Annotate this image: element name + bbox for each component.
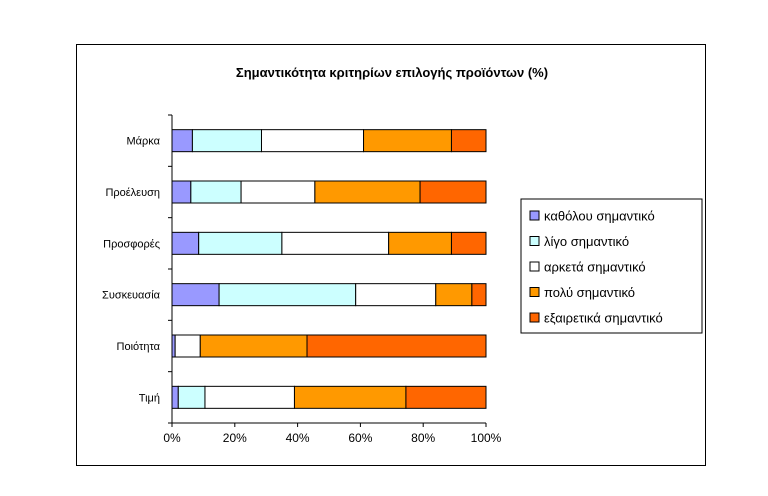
x-tick-label: 40% bbox=[286, 431, 310, 445]
category-label: Μάρκα bbox=[126, 136, 160, 148]
legend-box bbox=[520, 198, 703, 334]
chart-area: Σημαντικότητα κριτηρίων επιλογής προϊόντ… bbox=[76, 44, 706, 466]
legend-label: καθόλου σημαντικό bbox=[544, 209, 655, 224]
legend-swatch bbox=[529, 287, 540, 297]
bar-segment bbox=[171, 231, 200, 255]
chart-svg: Σημαντικότητα κριτηρίων επιλογής προϊόντ… bbox=[102, 65, 703, 445]
bar-segment bbox=[260, 129, 365, 153]
bar-segment bbox=[204, 385, 295, 409]
bar-segment bbox=[171, 283, 220, 307]
category-label: Συσκευασία bbox=[102, 290, 161, 302]
category-label: Προσφορές bbox=[103, 238, 160, 250]
bar-segment bbox=[171, 129, 193, 153]
bar-segment bbox=[174, 334, 201, 358]
bar-segment bbox=[405, 385, 487, 409]
x-tick-label: 20% bbox=[223, 431, 247, 445]
category-label: Προέλευση bbox=[105, 187, 160, 199]
bar-segment bbox=[293, 385, 407, 409]
x-tick-label: 80% bbox=[411, 431, 435, 445]
legend-label: λίγο σημαντικό bbox=[544, 234, 629, 249]
bar-segment bbox=[306, 334, 487, 358]
bar-segment bbox=[314, 180, 421, 204]
legend-swatch bbox=[529, 261, 540, 272]
bar-segment bbox=[240, 180, 316, 204]
chart-title: Σημαντικότητα κριτηρίων επιλογής προϊόντ… bbox=[236, 65, 548, 80]
bar-segment bbox=[171, 385, 179, 409]
legend-label: αρκετά σημαντικό bbox=[544, 260, 646, 275]
legend-swatch bbox=[529, 210, 540, 221]
bar-segment bbox=[281, 231, 390, 255]
bar-segment bbox=[471, 283, 487, 307]
bar-segment bbox=[450, 231, 487, 255]
bar-segment bbox=[450, 129, 487, 153]
bar-segment bbox=[363, 129, 452, 153]
bar-segment bbox=[218, 283, 357, 307]
legend-label: εξαιρετικά σημαντικό bbox=[544, 311, 663, 326]
category-label: Ποιότητα bbox=[117, 341, 161, 353]
legend-swatch bbox=[529, 312, 540, 323]
legend: καθόλου σημαντικό λίγο σημαντικό αρκετά ση… bbox=[520, 198, 703, 334]
legend-label: πολύ σημαντικό bbox=[544, 285, 635, 300]
x-tick-label: 0% bbox=[163, 431, 181, 445]
x-tick-label: 100% bbox=[471, 431, 502, 445]
bar-segment bbox=[199, 334, 308, 358]
bar-segment bbox=[191, 129, 262, 153]
bar-segment bbox=[190, 180, 242, 204]
x-tick-label: 60% bbox=[348, 431, 372, 445]
legend-swatch bbox=[529, 236, 540, 246]
axes: Μάρκα Προέλευση Προσφορές Συσκευασία Ποιότητ… bbox=[102, 114, 502, 445]
category-label: Τιμή bbox=[139, 392, 160, 404]
bar-segment bbox=[177, 385, 206, 409]
bar-segment bbox=[388, 231, 452, 255]
bar-segment bbox=[419, 180, 487, 204]
bar-segment bbox=[198, 231, 283, 255]
bar-segment bbox=[171, 180, 192, 204]
bar-segment bbox=[355, 283, 437, 307]
bar-segment bbox=[435, 283, 473, 307]
plot-area bbox=[171, 129, 487, 409]
